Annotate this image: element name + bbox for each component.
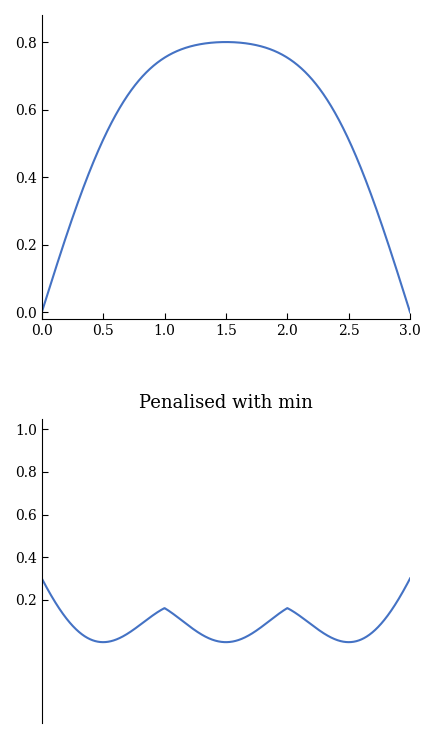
Title: Penalised with min: Penalised with min (139, 393, 313, 412)
